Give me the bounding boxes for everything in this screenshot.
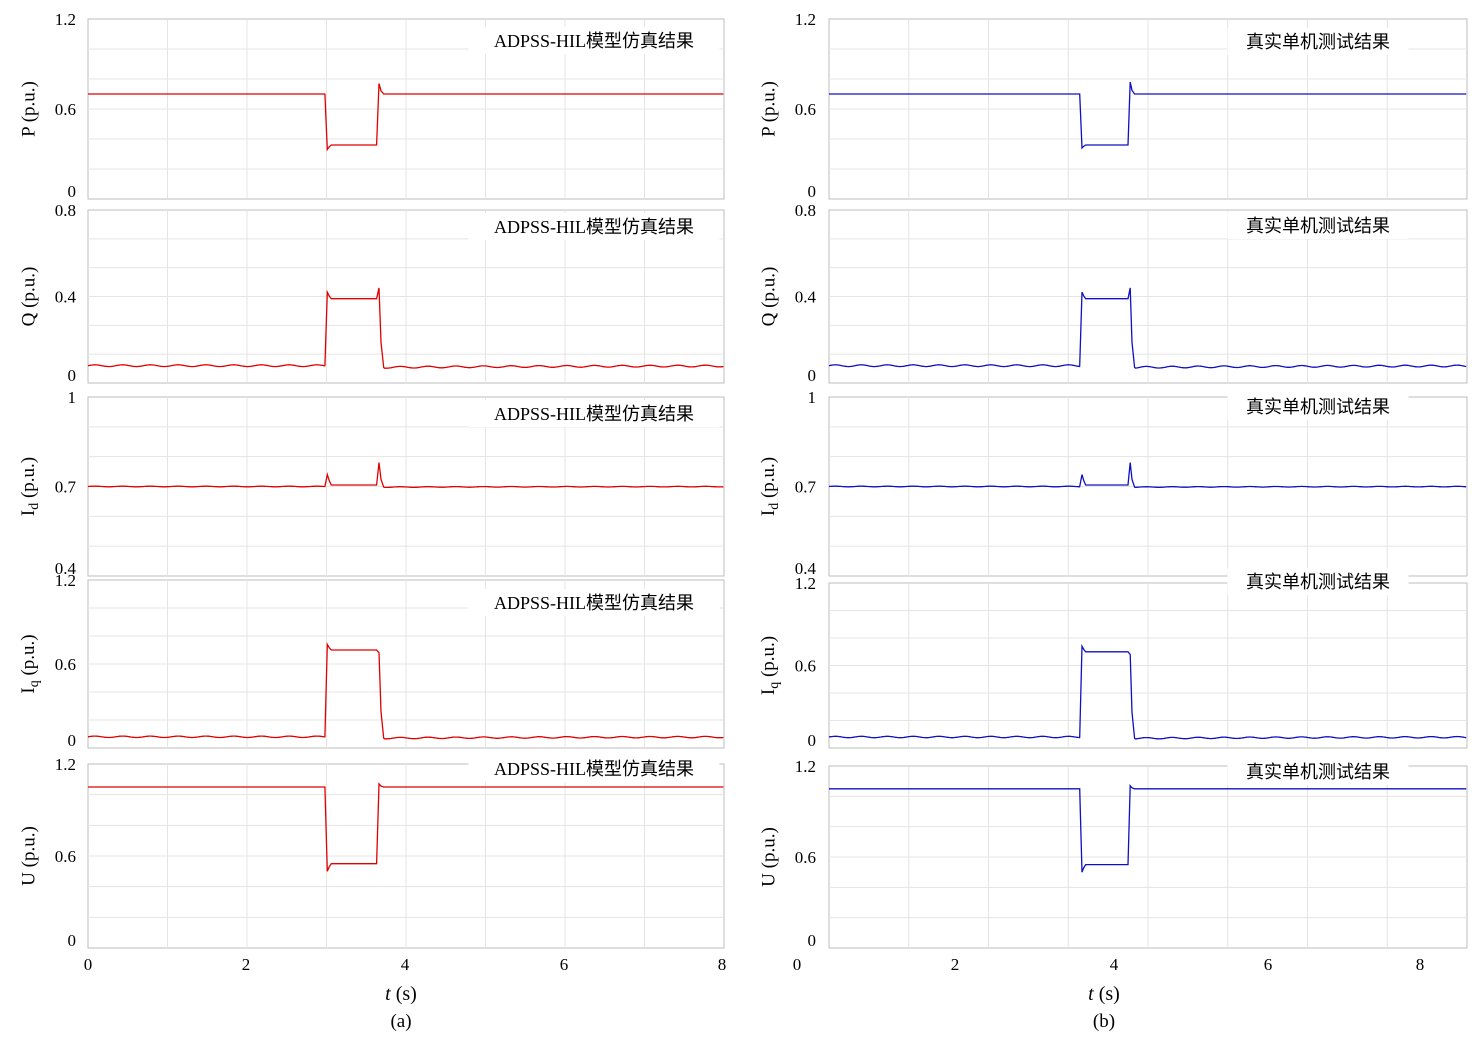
panel-b: 0 0.6 1.2 P (p.u.) 真实单机测试结果 0 0.4 0.8 Q (p.u.) 真实…	[758, 10, 1468, 1032]
y-tick-label: 0.6	[795, 848, 816, 867]
annotation-background	[468, 213, 720, 240]
annotation-background	[468, 589, 720, 616]
subplot-b-Iq: 0 0.6 1.2 Iq (p.u.) 真实单机测试结果	[758, 568, 1468, 750]
y-tick-label: 0.6	[795, 100, 816, 119]
series-line-Iq	[87, 642, 724, 740]
y-tick-label: 0.4	[55, 559, 77, 578]
y-tick-label: 0.6	[55, 847, 76, 866]
panel-caption: (b)	[1093, 1011, 1115, 1032]
y-tick-label: 0.4	[55, 288, 77, 307]
annotation-label: 真实单机测试结果	[1246, 216, 1390, 236]
y-tick-label: 1.2	[55, 755, 76, 774]
y-tick-label: 0.7	[55, 478, 77, 497]
subplot-a-P: 0 0.6 1.2 P (p.u.) ADPSS-HIL模型仿真结果	[18, 10, 725, 201]
annotation-label: ADPSS-HIL模型仿真结果	[494, 759, 694, 779]
y-tick-label: 0.6	[795, 657, 816, 676]
y-axis-label: Iq (p.u.)	[18, 634, 42, 693]
annotation-label: 真实单机测试结果	[1246, 762, 1390, 782]
y-axis-label: U (p.u.)	[758, 827, 779, 887]
annotation-label: ADPSS-HIL模型仿真结果	[494, 404, 694, 424]
y-tick-label: 1.2	[795, 574, 816, 593]
series-line-Id	[87, 462, 724, 489]
y-tick-label: 0.4	[795, 559, 817, 578]
series-line-P	[88, 83, 724, 152]
y-tick-label: 0	[68, 366, 77, 385]
annotation-label: ADPSS-HIL模型仿真结果	[494, 593, 694, 613]
annotation-background	[468, 27, 720, 54]
y-tick-label: 0	[808, 731, 817, 750]
annotation-background	[468, 400, 720, 427]
y-axis-label: Id (p.u.)	[18, 457, 42, 516]
y-tick-label: 0.7	[795, 478, 817, 497]
y-tick-label: 1	[808, 388, 817, 407]
y-axis-label: Iq (p.u.)	[758, 636, 782, 695]
subplot-b-Q: 0 0.4 0.8 Q (p.u.) 真实单机测试结果	[758, 201, 1468, 385]
x-tick-label: 2	[242, 955, 251, 974]
y-tick-label: 0.6	[55, 655, 76, 674]
annotation-label: ADPSS-HIL模型仿真结果	[494, 217, 694, 237]
panel-a: 0 0.6 1.2 P (p.u.) ADPSS-HIL模型仿真结果 0 0.4 0.8 Q (…	[18, 10, 726, 1032]
y-tick-label: 0	[808, 182, 817, 201]
annotation-label: 真实单机测试结果	[1246, 572, 1390, 592]
x-tick-label: 0	[84, 955, 93, 974]
panel-caption: (a)	[390, 1011, 411, 1032]
y-tick-label: 0	[68, 931, 77, 950]
x-tick-label: 2	[951, 955, 960, 974]
x-axis-label: t (s)	[1088, 983, 1120, 1005]
y-axis-label: P (p.u.)	[18, 81, 39, 137]
x-tick-label: 4	[401, 955, 410, 974]
y-tick-label: 1.2	[795, 10, 816, 29]
subplot-a-Iq: 0 0.6 1.2 Iq (p.u.) ADPSS-HIL模型仿真结果	[18, 571, 725, 750]
subplot-a-Q: 0 0.4 0.8 Q (p.u.) ADPSS-HIL模型仿真结果	[18, 201, 725, 385]
annotation-background	[468, 755, 720, 782]
annotation-background	[1227, 758, 1409, 785]
y-axis-label: Q (p.u.)	[758, 267, 779, 327]
annotation-background	[1227, 212, 1409, 239]
y-tick-label: 1	[68, 388, 77, 407]
annotation-background	[1227, 393, 1409, 420]
annotation-background	[1227, 28, 1409, 55]
y-tick-label: 0.8	[795, 201, 816, 220]
y-axis-label: U (p.u.)	[18, 826, 39, 886]
x-tick-label: 8	[1416, 955, 1425, 974]
series-line-U	[88, 782, 724, 872]
series-line-Q	[828, 287, 1467, 369]
x-tick-label: 4	[1110, 955, 1119, 974]
subplot-b-Id: 0.4 0.7 1 Id (p.u.) 真实单机测试结果	[758, 388, 1468, 578]
x-axis-label: t (s)	[385, 983, 417, 1005]
y-axis-label: P (p.u.)	[758, 81, 779, 137]
annotation-label: 真实单机测试结果	[1246, 397, 1390, 417]
y-tick-label: 0	[808, 366, 817, 385]
series-line-Q	[87, 287, 724, 369]
y-tick-label: 0	[68, 731, 77, 750]
subplot-b-P: 0 0.6 1.2 P (p.u.) 真实单机测试结果	[758, 10, 1468, 201]
subplot-b-U: 0 0.6 1.2 U (p.u.) 真实单机测试结果	[758, 757, 1468, 950]
series-line-P	[829, 81, 1467, 150]
x-tick-label: 6	[1264, 955, 1273, 974]
x-tick-label: 0	[793, 955, 802, 974]
y-tick-label: 0	[68, 182, 77, 201]
x-tick-label: 6	[560, 955, 569, 974]
y-tick-label: 1.2	[55, 10, 76, 29]
subplot-a-Id: 0.4 0.7 1 Id (p.u.) ADPSS-HIL模型仿真结果	[18, 388, 725, 578]
series-line-U	[829, 783, 1467, 873]
series-line-Id	[828, 462, 1467, 488]
y-tick-label: 0	[808, 931, 817, 950]
y-axis-label: Q (p.u.)	[18, 267, 39, 327]
annotation-label: 真实单机测试结果	[1246, 32, 1390, 52]
series-line-Iq	[828, 643, 1467, 740]
y-tick-label: 0.8	[55, 201, 76, 220]
y-tick-label: 0.6	[55, 100, 76, 119]
annotation-label: ADPSS-HIL模型仿真结果	[494, 31, 694, 51]
y-tick-label: 0.4	[795, 288, 817, 307]
y-tick-label: 1.2	[55, 571, 76, 590]
x-tick-label: 8	[718, 955, 727, 974]
annotation-background	[1227, 568, 1409, 595]
y-tick-label: 1.2	[795, 757, 816, 776]
y-axis-label: Id (p.u.)	[758, 457, 782, 516]
subplot-a-U: 0 0.6 1.2 U (p.u.) ADPSS-HIL模型仿真结果	[18, 755, 725, 950]
